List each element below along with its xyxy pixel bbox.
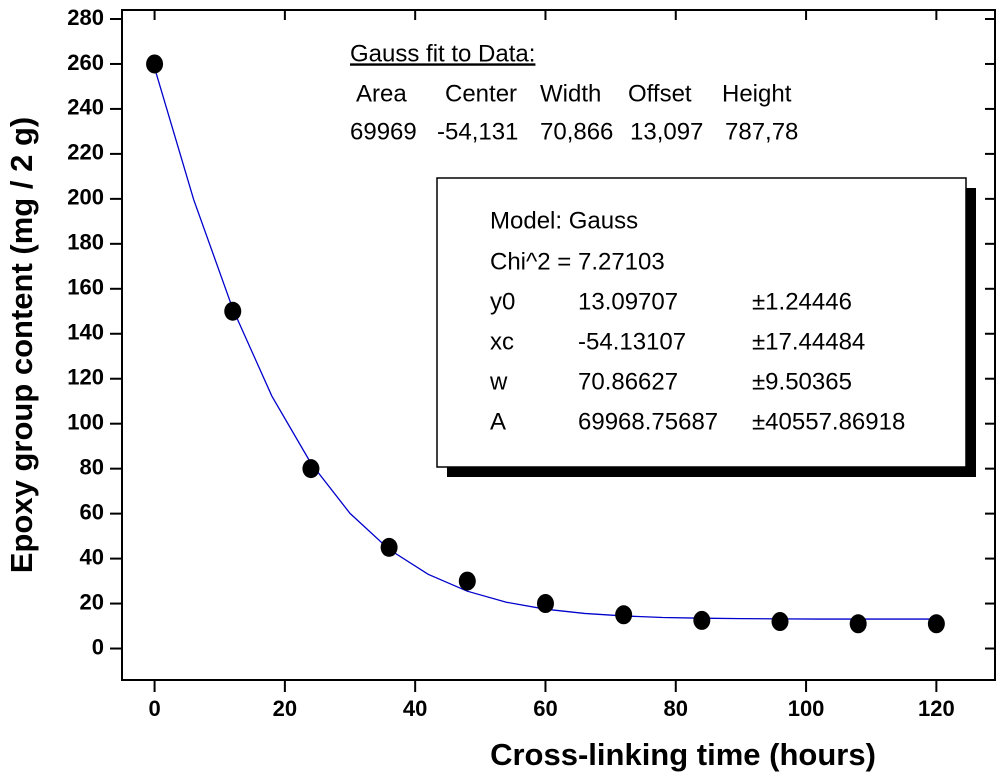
data-point bbox=[615, 605, 633, 625]
y-tick-label: 260 bbox=[67, 50, 104, 75]
fit-parameter: -54.13107 bbox=[578, 328, 686, 355]
fit-summary-header: Width bbox=[540, 80, 601, 107]
data-point bbox=[302, 459, 320, 479]
y-tick-label: 40 bbox=[80, 544, 104, 569]
y-tick-label: 140 bbox=[67, 320, 104, 345]
x-tick-label: 60 bbox=[533, 696, 557, 721]
y-tick-label: 20 bbox=[80, 589, 104, 614]
data-point bbox=[224, 301, 242, 321]
fit-summary-value: 13,097 bbox=[630, 118, 703, 145]
y-tick-label: 120 bbox=[67, 365, 104, 390]
fit-parameter: xc bbox=[490, 328, 514, 355]
data-point bbox=[771, 612, 789, 632]
x-tick-label: 80 bbox=[664, 696, 688, 721]
fit-parameter: y0 bbox=[490, 288, 515, 315]
plot-frame bbox=[121, 9, 996, 681]
chi-label: Chi^2 = 7.27103 bbox=[490, 248, 665, 275]
fit-parameter: ±17.44484 bbox=[752, 328, 865, 355]
x-tick-label: 0 bbox=[148, 696, 160, 721]
y-tick-label: 0 bbox=[92, 634, 104, 659]
fit-summary-title: Gauss fit to Data: bbox=[350, 40, 535, 67]
data-point bbox=[458, 571, 476, 591]
fit-parameter: w bbox=[489, 368, 508, 395]
x-tick-label: 20 bbox=[273, 696, 297, 721]
fit-summary-value: -54,131 bbox=[437, 118, 518, 145]
y-tick-label: 100 bbox=[67, 410, 104, 435]
fit-parameter: 70.86627 bbox=[578, 368, 678, 395]
fit-parameter: 13.09707 bbox=[578, 288, 678, 315]
fit-summary-header: Height bbox=[722, 80, 792, 107]
model-label: Model: Gauss bbox=[490, 207, 638, 234]
fit-parameter: ±1.24446 bbox=[752, 288, 852, 315]
y-tick-label: 180 bbox=[67, 230, 104, 255]
fit-parameter: ±9.50365 bbox=[752, 368, 852, 395]
y-tick-label: 60 bbox=[80, 499, 104, 524]
x-tick-label: 40 bbox=[403, 696, 427, 721]
y-tick-label: 240 bbox=[67, 95, 104, 120]
data-point bbox=[146, 54, 164, 74]
data-point bbox=[380, 537, 398, 557]
fit-parameter: 69968.75687 bbox=[578, 408, 718, 435]
fit-box bbox=[436, 177, 967, 468]
data-point bbox=[693, 610, 711, 630]
data-point bbox=[927, 614, 945, 634]
fit-summary-header: Center bbox=[445, 80, 517, 107]
data-point bbox=[849, 614, 867, 634]
x-tick-label: 120 bbox=[918, 696, 955, 721]
x-axis-title: Cross-linking time (hours) bbox=[490, 737, 876, 772]
y-tick-label: 160 bbox=[67, 275, 104, 300]
fit-summary-value: 69969 bbox=[350, 118, 417, 145]
fit-summary-header: Offset bbox=[628, 80, 692, 107]
y-tick-label: 200 bbox=[67, 185, 104, 210]
y-tick-label: 220 bbox=[67, 140, 104, 165]
fit-summary-value: 70,866 bbox=[540, 118, 613, 145]
fit-parameter: ±40557.86918 bbox=[752, 408, 905, 435]
fit-parameter: A bbox=[490, 408, 506, 435]
x-tick-label: 100 bbox=[788, 696, 825, 721]
fit-summary-header: Area bbox=[356, 80, 407, 107]
fit-summary-value: 787,78 bbox=[725, 118, 798, 145]
y-axis-title: Epoxy group content (mg / 2 g) bbox=[4, 117, 39, 573]
data-point bbox=[536, 594, 554, 614]
y-tick-label: 80 bbox=[80, 454, 104, 479]
y-tick-label: 280 bbox=[67, 5, 104, 30]
